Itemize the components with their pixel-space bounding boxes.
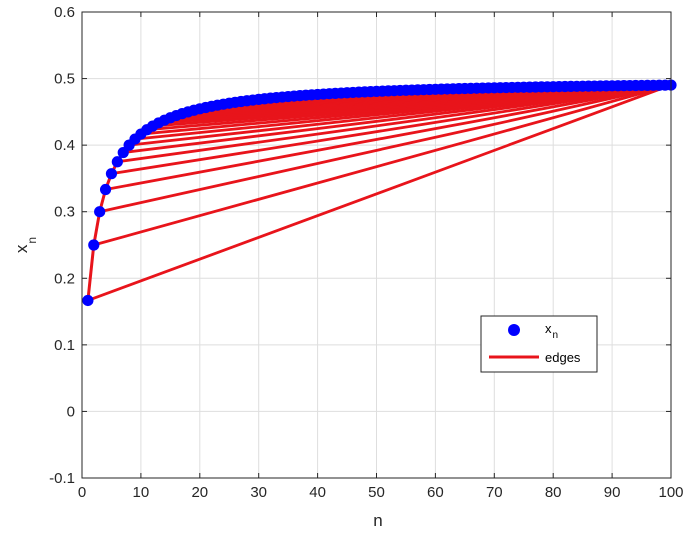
legend-label-xn: xn	[545, 321, 558, 341]
data-point	[82, 294, 94, 307]
x-tick-label: 80	[545, 484, 562, 501]
y-tick-label: 0.4	[54, 137, 75, 154]
edge-line	[87, 83, 672, 302]
edge-line	[99, 83, 672, 214]
y-axis-ticks: -0.1 0 0.1 0.2 0.3 0.4 0.5 0.6	[49, 4, 671, 487]
edge-line-sequential	[86, 244, 96, 301]
x-tick-label: 10	[133, 484, 150, 501]
x-tick-label: 90	[604, 484, 621, 501]
data-point	[99, 183, 112, 196]
legend-label-edges: edges	[545, 350, 581, 365]
legend: xn edges	[480, 315, 598, 373]
y-tick-label: 0.5	[54, 71, 75, 88]
edge-line	[111, 83, 672, 176]
edge-line	[105, 83, 672, 191]
edge-line	[117, 83, 672, 164]
x-tick-label: 20	[191, 484, 208, 501]
x-axis-label: n	[373, 511, 382, 530]
legend-box	[480, 315, 598, 373]
x-tick-label: 70	[486, 484, 503, 501]
x-tick-label: 30	[250, 484, 267, 501]
legend-marker-xn	[508, 324, 520, 336]
y-tick-label: 0	[67, 403, 75, 420]
x-axis-ticks: 0 10 20 30 40 50 60 70 80 90 100	[78, 12, 684, 501]
y-tick-label: 0.6	[54, 4, 75, 21]
y-tick-label: 0.2	[54, 270, 75, 287]
data-point	[111, 156, 123, 168]
y-tick-label: 0.1	[54, 337, 75, 354]
x-tick-label: 60	[427, 484, 444, 501]
x-tick-label: 0	[78, 484, 86, 501]
x-tick-label: 50	[368, 484, 385, 501]
edge-line-sequential	[92, 211, 102, 246]
data-point	[94, 206, 106, 218]
x-tick-label: 40	[309, 484, 326, 501]
y-tick-label: -0.1	[49, 470, 75, 487]
point-series	[82, 79, 677, 307]
y-tick-label: 0.3	[54, 204, 75, 221]
x-tick-label: 100	[658, 484, 683, 501]
edge-line	[93, 83, 672, 247]
data-point	[105, 168, 118, 180]
data-point	[88, 239, 100, 251]
y-axis-label: xn	[12, 237, 39, 253]
